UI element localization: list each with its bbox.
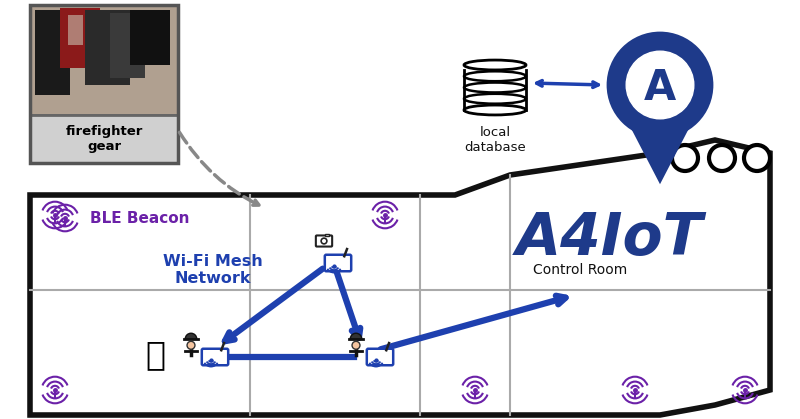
Bar xyxy=(130,10,170,65)
Circle shape xyxy=(352,341,360,349)
Bar xyxy=(30,115,178,163)
Circle shape xyxy=(744,145,770,171)
FancyBboxPatch shape xyxy=(325,255,351,271)
Wedge shape xyxy=(186,333,197,339)
Text: A4IoT: A4IoT xyxy=(516,210,704,266)
Text: BLE Beacon: BLE Beacon xyxy=(90,210,190,225)
Circle shape xyxy=(672,145,698,171)
Text: local
database: local database xyxy=(464,126,526,154)
Text: 🔥: 🔥 xyxy=(145,339,165,372)
FancyBboxPatch shape xyxy=(366,349,394,365)
Text: Wi-Fi Mesh
Network: Wi-Fi Mesh Network xyxy=(163,254,263,286)
Bar xyxy=(30,5,178,115)
Ellipse shape xyxy=(464,60,526,70)
Polygon shape xyxy=(30,140,770,415)
Ellipse shape xyxy=(464,83,526,93)
Ellipse shape xyxy=(464,71,526,81)
Bar xyxy=(30,5,178,115)
Wedge shape xyxy=(350,333,362,339)
Bar xyxy=(68,15,83,45)
Text: Control Room: Control Room xyxy=(533,263,627,277)
Bar xyxy=(30,5,178,163)
Text: A: A xyxy=(644,67,676,109)
Bar xyxy=(326,233,330,236)
Ellipse shape xyxy=(464,105,526,115)
Polygon shape xyxy=(624,111,696,181)
Circle shape xyxy=(321,238,327,244)
Circle shape xyxy=(187,341,195,349)
FancyBboxPatch shape xyxy=(316,235,332,246)
Bar xyxy=(35,10,70,95)
Bar xyxy=(85,10,130,85)
Circle shape xyxy=(626,51,694,119)
Bar xyxy=(60,8,100,68)
Text: firefighter
gear: firefighter gear xyxy=(66,125,142,153)
Circle shape xyxy=(709,145,735,171)
FancyBboxPatch shape xyxy=(202,349,228,365)
Circle shape xyxy=(608,33,712,137)
Bar xyxy=(110,13,145,78)
Ellipse shape xyxy=(464,94,526,103)
